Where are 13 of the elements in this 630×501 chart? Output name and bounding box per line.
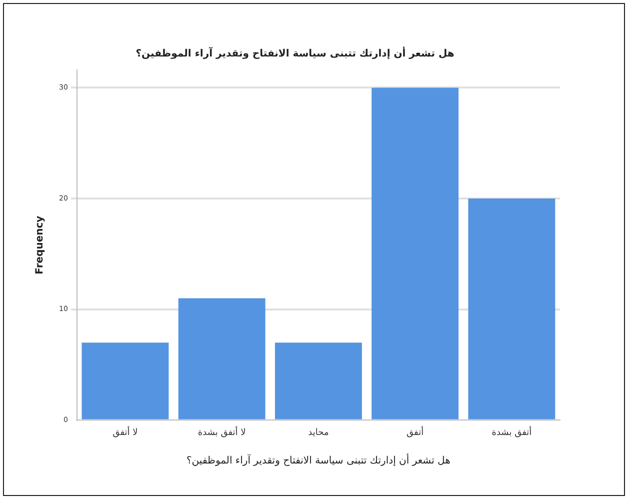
bar [178, 298, 266, 420]
x-tick-label: محايد [308, 428, 329, 438]
x-tick-label: أتفق [406, 426, 424, 438]
chart-title: هل تشعر أن إدارتك تتبنى سياسة الانفتاح وتقدير آراء الموظفين؟ [136, 46, 454, 60]
y-axis-title: Frequency [34, 215, 46, 274]
x-tick-label: أتفق بشدة [492, 426, 532, 438]
x-tick-label: لا أتفق [112, 426, 138, 438]
x-tick-label: لا أتفق بشدة [198, 426, 246, 438]
bar [274, 342, 362, 420]
bar [82, 342, 169, 420]
bar [468, 198, 556, 420]
x-axis-title: هل تشعر أن إدارتك تتبنى سياسة الانفتاح وتقدير آراء الموظفين؟ [186, 454, 450, 467]
bar [372, 88, 459, 420]
